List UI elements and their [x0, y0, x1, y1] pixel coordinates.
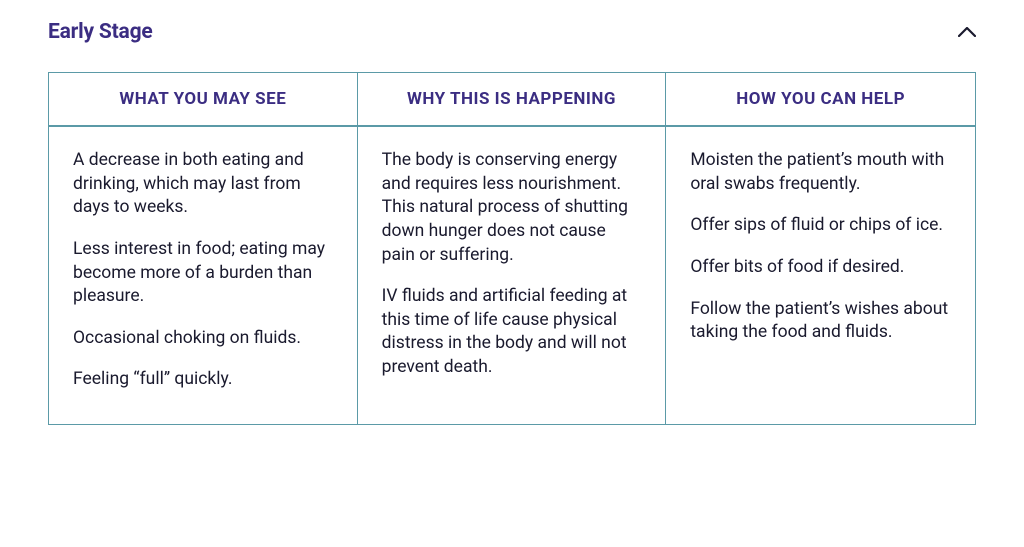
paragraph: Occasional choking on fluids.	[73, 327, 333, 351]
cell-how-you-can-help: Moisten the patient’s mouth with oral sw…	[666, 127, 975, 424]
column-header-how-you-can-help: HOW YOU CAN HELP	[666, 73, 975, 127]
paragraph: Offer sips of fluid or chips of ice.	[690, 214, 951, 238]
cell-why-this-is-happening: The body is conserving energy and requir…	[358, 127, 667, 424]
column-header-why-this-is-happening: WHY THIS IS HAPPENING	[358, 73, 667, 127]
section-title: Early Stage	[48, 20, 153, 44]
paragraph: Feeling “full” quickly.	[73, 368, 333, 392]
paragraph: Less interest in food; eating may become…	[73, 238, 333, 309]
paragraph: The body is conserving energy and requir…	[382, 149, 642, 267]
cell-what-you-may-see: A decrease in both eating and drinking, …	[49, 127, 358, 424]
paragraph: IV fluids and artificial feeding at this…	[382, 285, 642, 380]
paragraph: Follow the patient’s wishes about taking…	[690, 298, 951, 345]
paragraph: Offer bits of food if desired.	[690, 256, 951, 280]
info-table: WHAT YOU MAY SEE WHY THIS IS HAPPENING H…	[48, 72, 976, 425]
chevron-up-icon	[958, 23, 976, 41]
accordion-header[interactable]: Early Stage	[48, 20, 976, 44]
paragraph: A decrease in both eating and drinking, …	[73, 149, 333, 220]
paragraph: Moisten the patient’s mouth with oral sw…	[690, 149, 951, 196]
column-header-what-you-may-see: WHAT YOU MAY SEE	[49, 73, 358, 127]
